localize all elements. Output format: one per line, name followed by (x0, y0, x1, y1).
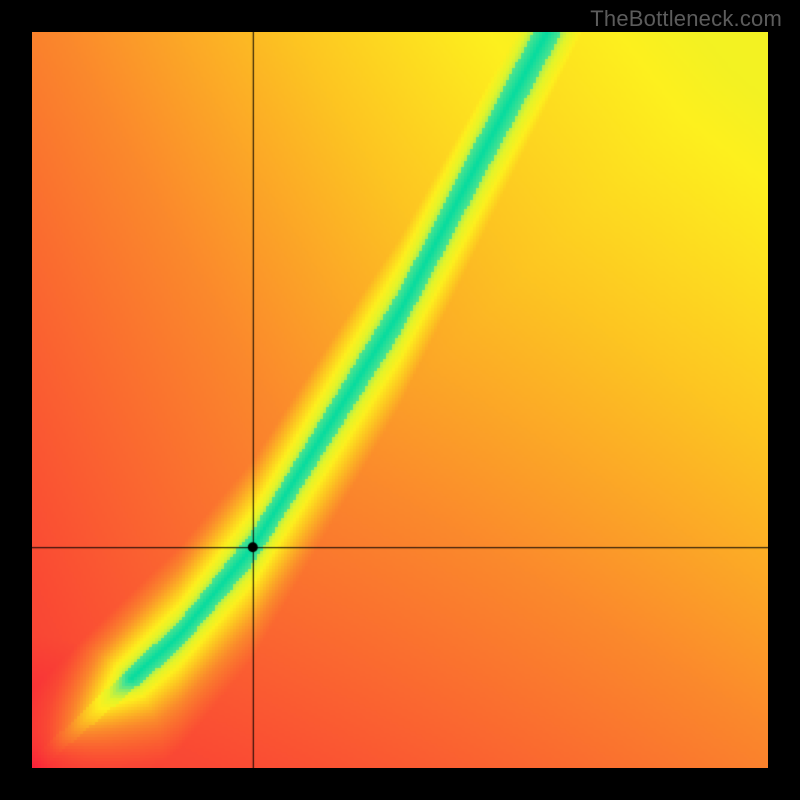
watermark-text: TheBottleneck.com (590, 6, 782, 32)
chart-outer: TheBottleneck.com (0, 0, 800, 800)
bottleneck-heatmap (32, 32, 768, 768)
